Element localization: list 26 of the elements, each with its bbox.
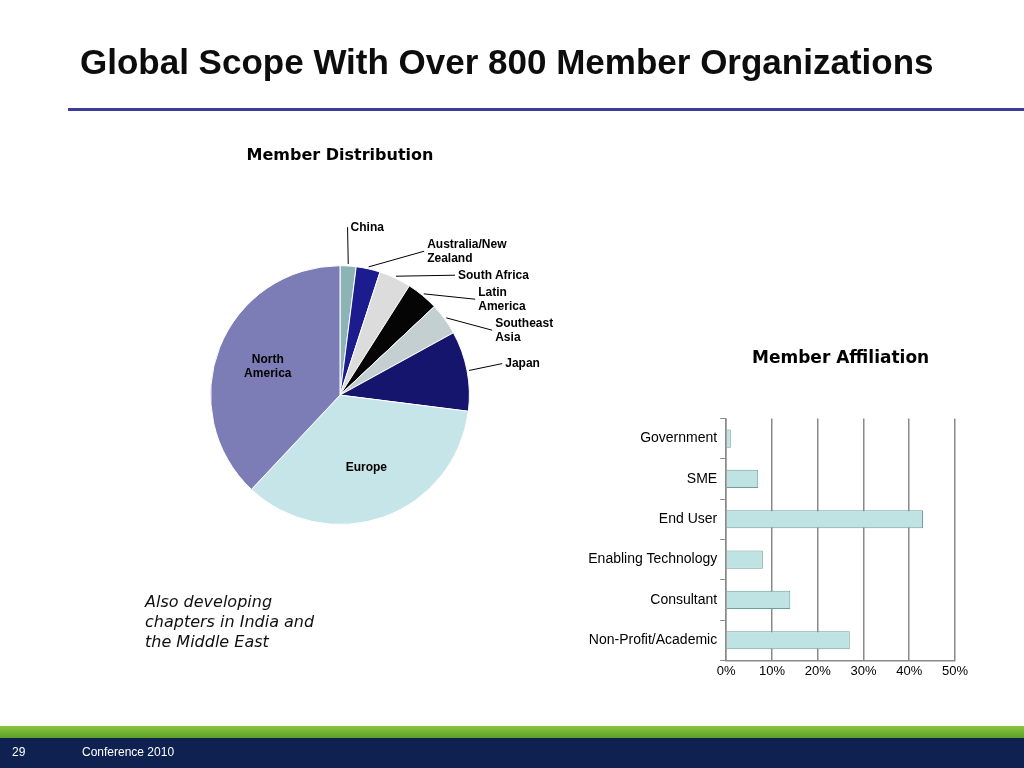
text: 29 — [12, 745, 26, 759]
x-tick-label: 20% — [804, 662, 832, 678]
text: Global Scope With Over 800 Member Organizations — [80, 42, 934, 82]
slice-label: Latin America — [478, 284, 526, 313]
y-tick-label: Government — [640, 429, 718, 446]
slice-label: North America — [244, 351, 292, 380]
y-tick-label: Consultant — [650, 590, 718, 607]
x-tick-label: 0% — [716, 662, 737, 678]
slice-label: Europe — [345, 460, 388, 475]
x-tick-label: 50% — [941, 662, 969, 678]
x-tick-label: 40% — [896, 662, 923, 678]
x-tick-label: 10% — [758, 662, 786, 678]
slice-label: Japan — [505, 355, 540, 370]
y-tick-label: SME — [686, 469, 718, 486]
y-tick-label: End User — [658, 510, 718, 527]
chart-title: Member Distribution — [246, 144, 434, 164]
chart-title: Member Affiliation — [752, 346, 930, 367]
text: Conference 2010 — [82, 745, 175, 759]
slice-label: South Africa — [458, 267, 530, 282]
y-tick-label: Enabling Technology — [588, 550, 718, 567]
text: Also developing chapters in India and the Middle East — [145, 592, 316, 652]
slice-label: China — [350, 219, 385, 234]
x-tick-label: 30% — [850, 662, 877, 678]
y-tick-label: Non-Profit/Academic — [588, 631, 718, 648]
slice-label: Australia/New Zealand — [427, 236, 508, 265]
slice-label: Southeast Asia — [495, 315, 554, 344]
